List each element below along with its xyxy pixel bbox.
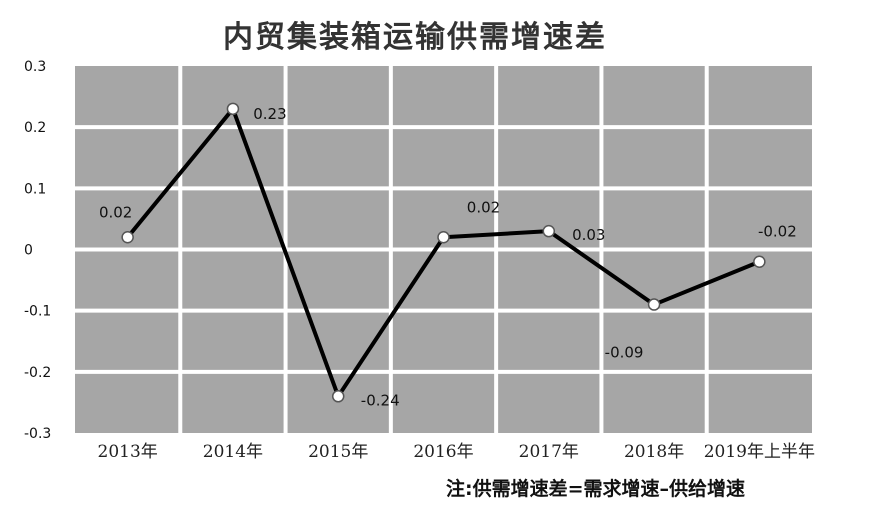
- data-point: [542, 224, 556, 238]
- data-label: 0.02: [467, 198, 500, 216]
- data-label: 0.23: [253, 105, 286, 123]
- data-point: [226, 102, 240, 116]
- data-label: -0.09: [605, 344, 644, 362]
- y-tick-label: -0.3: [24, 426, 51, 442]
- y-tick-label: 0.1: [24, 181, 46, 197]
- data-point: [437, 231, 450, 244]
- data-point: [647, 298, 661, 311]
- data-label: -0.24: [361, 391, 400, 409]
- y-tick-label: -0.2: [24, 365, 51, 381]
- data-label: -0.02: [758, 223, 797, 241]
- y-tick-label: -0.1: [24, 304, 51, 320]
- x-tick-label: 2015年: [308, 442, 368, 462]
- x-tick-label: 2016年: [413, 442, 473, 462]
- y-tick-label: 0: [24, 243, 33, 259]
- data-point: [753, 255, 766, 268]
- data-point: [331, 390, 345, 403]
- x-tick-label: 2018年: [624, 442, 684, 462]
- x-tick-label: 2019年上半年: [704, 442, 815, 462]
- y-tick-label: 0.2: [24, 120, 46, 136]
- data-label: 0.03: [572, 226, 605, 244]
- data-point: [121, 231, 134, 244]
- data-label: 0.02: [99, 203, 132, 221]
- x-tick-label: 2014年: [203, 442, 263, 462]
- chart-title: 内贸集装箱运输供需增速差: [223, 20, 607, 55]
- y-tick-label: 0.3: [24, 59, 46, 75]
- chart-note: 注:供需增速差=需求增速–供给增速: [446, 478, 746, 500]
- x-tick-label: 2013年: [98, 442, 158, 462]
- x-tick-label: 2017年: [519, 442, 579, 462]
